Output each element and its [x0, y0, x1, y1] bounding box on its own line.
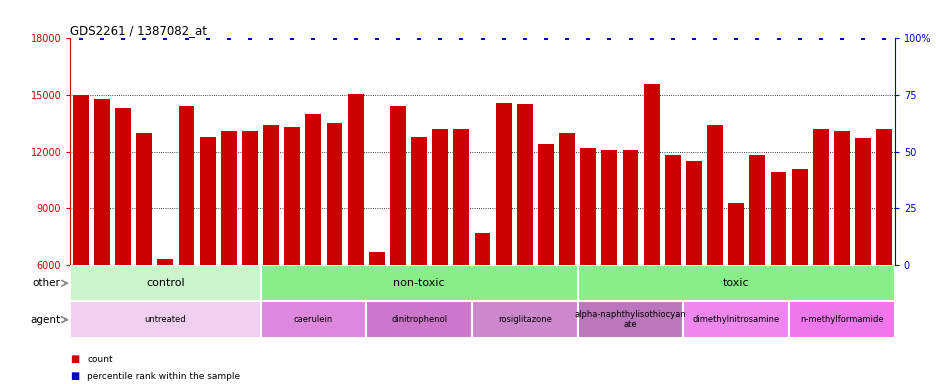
Bar: [241, 131, 257, 265]
Bar: [389, 106, 405, 265]
Text: untreated: untreated: [144, 315, 186, 324]
Bar: [537, 144, 553, 265]
Text: agent: agent: [30, 314, 60, 325]
Bar: [327, 123, 343, 265]
Bar: [833, 131, 849, 265]
Bar: [665, 156, 680, 265]
Bar: [643, 84, 659, 265]
Bar: [221, 131, 237, 265]
Text: ■: ■: [70, 371, 80, 381]
Text: ■: ■: [70, 354, 80, 364]
Bar: [70, 301, 260, 338]
Bar: [260, 265, 578, 301]
Bar: [791, 169, 807, 265]
Bar: [475, 233, 490, 265]
Bar: [137, 133, 152, 265]
Bar: [305, 114, 321, 265]
Bar: [366, 301, 472, 338]
Bar: [727, 203, 743, 265]
Bar: [788, 301, 894, 338]
Text: other: other: [33, 278, 60, 288]
Bar: [453, 129, 469, 265]
Bar: [199, 137, 215, 265]
Bar: [472, 301, 578, 338]
Text: toxic: toxic: [723, 278, 749, 288]
Bar: [769, 172, 785, 265]
Text: alpha-naphthylisothiocyan
ate: alpha-naphthylisothiocyan ate: [574, 310, 686, 329]
Text: rosiglitazone: rosiglitazone: [497, 315, 551, 324]
Bar: [115, 108, 131, 265]
Bar: [431, 129, 447, 265]
Bar: [369, 252, 385, 265]
Bar: [70, 265, 260, 301]
Bar: [73, 95, 89, 265]
Bar: [812, 129, 827, 265]
Bar: [411, 137, 427, 265]
Bar: [855, 139, 870, 265]
Bar: [517, 104, 533, 265]
Bar: [579, 148, 595, 265]
Text: n-methylformamide: n-methylformamide: [799, 315, 883, 324]
Text: count: count: [87, 354, 112, 364]
Bar: [875, 129, 891, 265]
Bar: [284, 127, 300, 265]
Bar: [94, 99, 110, 265]
Bar: [263, 125, 279, 265]
Bar: [578, 301, 682, 338]
Text: control: control: [146, 278, 184, 288]
Text: caerulein: caerulein: [294, 315, 332, 324]
Bar: [260, 301, 366, 338]
Bar: [622, 150, 637, 265]
Text: GDS2261 / 1387082_at: GDS2261 / 1387082_at: [70, 24, 207, 37]
Bar: [179, 106, 195, 265]
Bar: [559, 133, 575, 265]
Bar: [682, 301, 788, 338]
Bar: [685, 161, 701, 265]
Bar: [495, 103, 511, 265]
Text: dinitrophenol: dinitrophenol: [390, 315, 446, 324]
Bar: [749, 156, 765, 265]
Text: non-toxic: non-toxic: [393, 278, 445, 288]
Bar: [601, 150, 617, 265]
Bar: [707, 125, 723, 265]
Bar: [347, 94, 363, 265]
Text: dimethylnitrosamine: dimethylnitrosamine: [692, 315, 779, 324]
Bar: [578, 265, 894, 301]
Bar: [157, 259, 173, 265]
Text: percentile rank within the sample: percentile rank within the sample: [87, 372, 240, 381]
